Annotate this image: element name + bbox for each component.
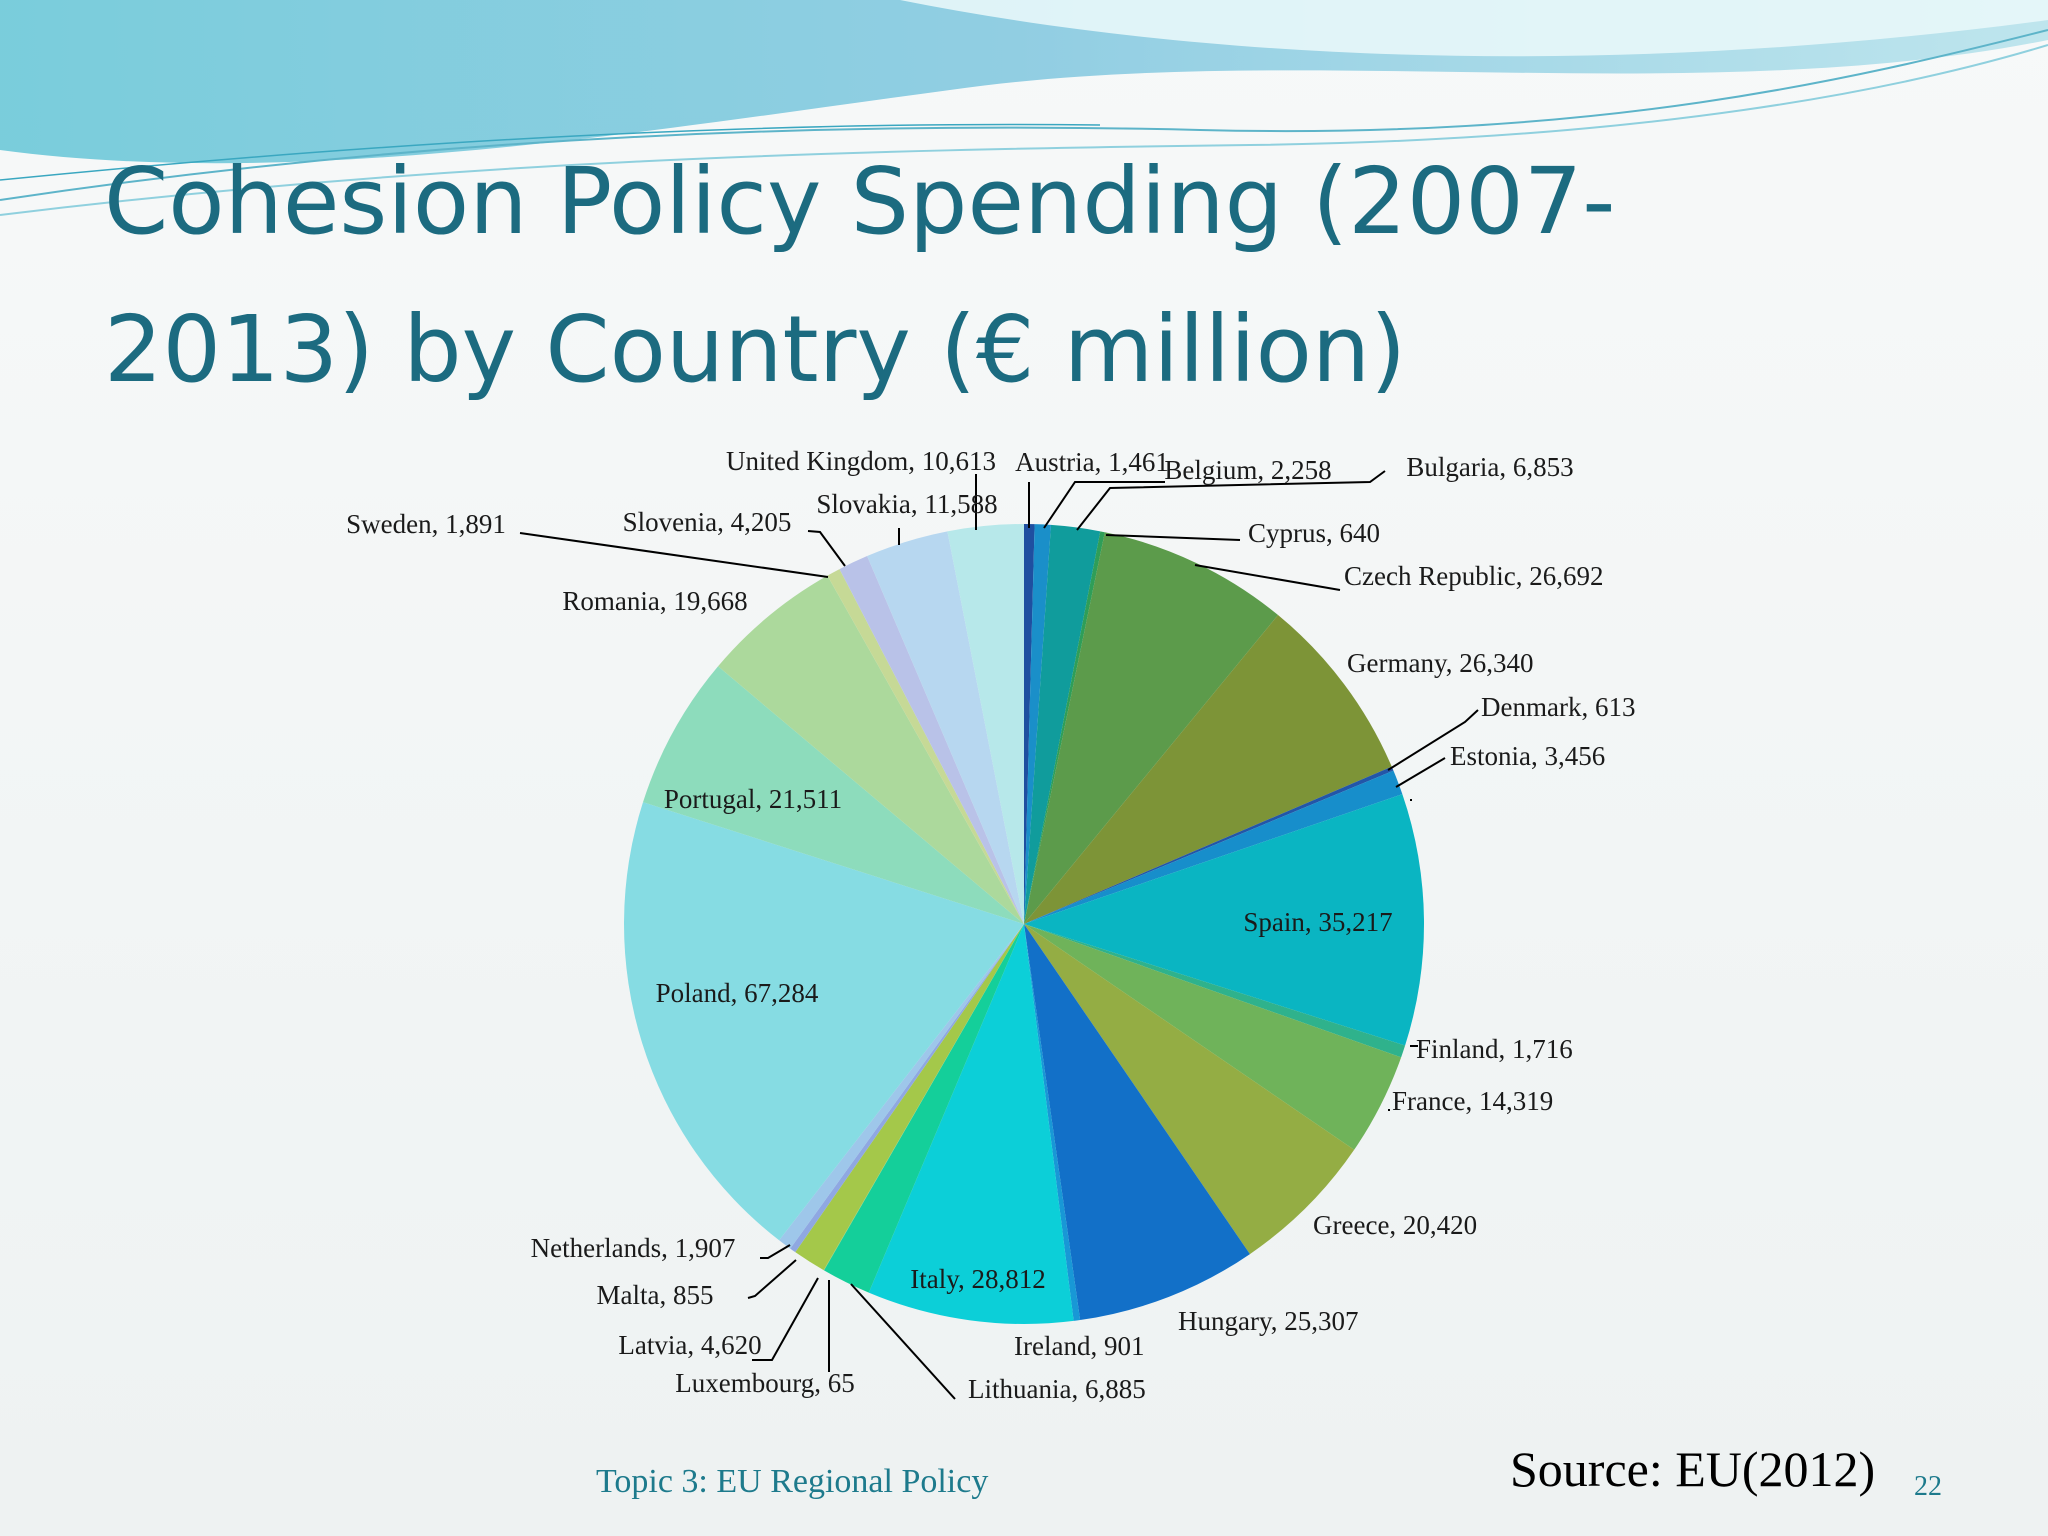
pie-slice-slovakia — [867, 531, 1024, 924]
data-label-hungary: Hungary, 25,307 — [1178, 1306, 1358, 1336]
footer-topic: Topic 3: EU Regional Policy — [596, 1463, 989, 1500]
data-label-lithuania: Lithuania, 6,885 — [968, 1374, 1146, 1404]
data-label-slovakia: Slovakia, 11,588 — [816, 489, 997, 519]
leader-line-czech-republic — [1194, 564, 1341, 591]
pie-slice-italy — [868, 924, 1074, 1325]
data-label-ireland: Ireland, 901 — [1014, 1331, 1144, 1361]
pie-slice-belgium — [1024, 524, 1051, 924]
leader-line-malta — [747, 1259, 797, 1299]
leader-line-denmark — [1395, 757, 1446, 788]
data-label-united-kingdom: United Kingdom, 10,613 — [726, 446, 996, 476]
data-label-germany: Germany, 26,340 — [1347, 648, 1533, 678]
slide-title-line1: Cohesion Policy Spending (2007- — [104, 148, 1616, 255]
page-number: 22 — [1914, 1471, 1942, 1502]
pie-slice-spain — [1024, 794, 1425, 1046]
pie-slice-bulgaria — [1024, 524, 1101, 924]
pie-slice-france — [1024, 924, 1402, 1150]
pie-slice-hungary — [1024, 924, 1250, 1321]
data-label-luxembourg: Luxembourg, 65 — [675, 1368, 854, 1398]
leader-line-netherlands — [760, 1244, 791, 1259]
leader-line-belgium — [1043, 481, 1165, 529]
pie-slice-latvia — [795, 924, 1024, 1271]
pie-slice-cyprus — [1024, 531, 1105, 924]
data-label-netherlands: Netherlands, 1,907 — [531, 1233, 736, 1263]
pie-slice-malta — [790, 924, 1024, 1253]
data-label-france: France, 14,319 — [1392, 1086, 1553, 1116]
pie-slice-romania — [718, 575, 1024, 924]
leader-line-germany — [1387, 709, 1479, 771]
data-label-sweden: Sweden, 1,891 — [346, 509, 506, 539]
leader-line-cyprus — [1105, 534, 1241, 541]
data-label-bulgaria: Bulgaria, 6,853 — [1406, 452, 1573, 482]
data-label-italy: Italy, 28,812 — [910, 1264, 1045, 1294]
pie-slice-luxembourg — [823, 924, 1024, 1271]
pie-slice-united-kingdom — [947, 524, 1024, 924]
pie-slice-germany — [1024, 615, 1392, 924]
pie-slice-ireland — [1024, 924, 1081, 1321]
data-label-denmark: Denmark, 613 — [1481, 692, 1635, 722]
pie-slice-poland — [624, 802, 1024, 1241]
pie-slice-sweden — [827, 569, 1024, 924]
data-label-latvia: Latvia, 4,620 — [618, 1330, 761, 1360]
pie-slice-denmark — [1024, 766, 1394, 924]
pie-slice-netherlands — [779, 924, 1024, 1249]
data-label-belgium: Belgium, 2,258 — [1164, 455, 1331, 485]
data-label-slovenia: Slovenia, 4,205 — [623, 507, 792, 537]
data-label-estonia: Estonia, 3,456 — [1450, 741, 1605, 771]
data-label-portugal: Portugal, 21,511 — [664, 784, 842, 814]
pie-slice-austria — [1024, 524, 1035, 924]
pie-slice-slovenia — [839, 556, 1024, 924]
data-label-finland: Finland, 1,716 — [1416, 1034, 1573, 1064]
pie-slice-portugal — [643, 666, 1024, 924]
data-label-spain: Spain, 35,217 — [1243, 907, 1392, 937]
wave-decoration — [0, 0, 2048, 216]
source-note: Source: EU(2012) — [1510, 1441, 1876, 1497]
pie-slice-greece — [1024, 924, 1355, 1255]
slide-title-line2: 2013) by Country (€ million) — [104, 296, 1407, 403]
leader-line-latvia — [752, 1277, 819, 1361]
slide-title: Cohesion Policy Spending (2007- 2013) by… — [104, 128, 1984, 424]
data-label-czech-republic: Czech Republic, 26,692 — [1344, 561, 1603, 591]
leader-line-bulgaria — [1076, 470, 1386, 531]
pie-slice-finland — [1024, 924, 1406, 1058]
pie-slice-estonia — [1024, 770, 1403, 924]
data-label-poland: Poland, 67,284 — [656, 978, 819, 1008]
pie-slice-lithuania — [824, 924, 1024, 1293]
leader-line-sweden — [519, 532, 829, 578]
data-label-greece: Greece, 20,420 — [1313, 1210, 1477, 1240]
data-label-malta: Malta, 855 — [597, 1280, 714, 1310]
leader-line-lithuania — [850, 1283, 956, 1400]
data-label-romania: Romania, 19,668 — [562, 586, 747, 616]
pie-slice-czech-republic — [1024, 532, 1279, 924]
data-label-austria: Austria, 1,461 — [1015, 447, 1169, 477]
leader-line-slovenia — [807, 530, 846, 567]
data-label-cyprus: Cyprus, 640 — [1248, 518, 1380, 548]
